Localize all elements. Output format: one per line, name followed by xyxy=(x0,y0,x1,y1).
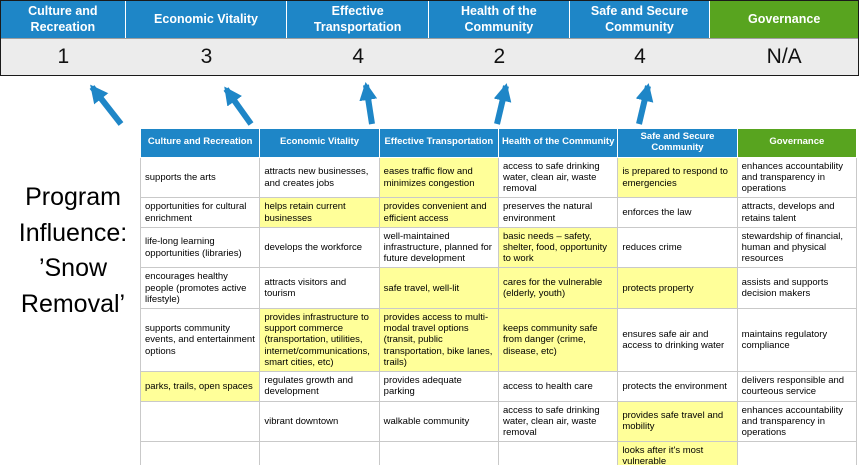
matrix-cell xyxy=(736,441,858,465)
matrix-cell xyxy=(139,441,261,465)
matrix-cell: well-maintained infrastructure, planned … xyxy=(378,226,499,269)
summary-table: Culture and Recreation Economic Vitality E… xyxy=(0,0,859,76)
matrix-cell: attracts visitors and tourism xyxy=(259,267,380,310)
matrix-cell: supports the arts xyxy=(139,156,261,199)
matrix-row-3: life-long learning opportunities (librar… xyxy=(139,226,858,269)
arrow-up-icon xyxy=(359,82,378,125)
matrix-cell: basic needs – safety, shelter, food, opp… xyxy=(497,226,619,269)
summary-header-3: Effective Transportation xyxy=(287,1,429,38)
summary-score-2: 3 xyxy=(125,38,288,75)
matrix-cell: cares for the vulnerable (elderly, youth… xyxy=(497,267,619,310)
matrix-cell: provides adequate parking xyxy=(378,371,499,402)
matrix-cell: attracts new businesses, and creates job… xyxy=(259,156,380,199)
matrix-cell: is prepared to respond to emergencies xyxy=(617,156,738,199)
matrix-row-2: opportunities for cultural enrichment hel… xyxy=(139,197,858,228)
matrix-cell: reduces crime xyxy=(617,226,738,269)
matrix-cell: safe travel, well-lit xyxy=(378,267,499,310)
score-arrows xyxy=(89,82,654,126)
matrix-cell xyxy=(378,441,499,465)
matrix-row-4: encourages healthy people (promotes acti… xyxy=(139,267,858,310)
matrix-header-3: Effective Transportation xyxy=(378,128,499,158)
matrix-header-6: Governance xyxy=(736,128,858,158)
matrix-cell: helps retain current businesses xyxy=(259,197,380,228)
matrix-cell: parks, trails, open spaces xyxy=(139,371,261,402)
matrix-cell: keeps community safe from danger (crime,… xyxy=(497,308,619,373)
summary-header-6: Governance xyxy=(710,1,858,38)
matrix-header-5: Safe and Secure Community xyxy=(617,128,738,158)
matrix-cell: protects the environment xyxy=(617,371,738,402)
matrix-cell: provides access to multi-modal travel op… xyxy=(378,308,499,373)
matrix-cell: stewardship of financial, human and phys… xyxy=(736,226,858,269)
summary-header-4: Health of the Community xyxy=(429,1,570,38)
arrow-up-icon xyxy=(89,84,124,126)
matrix-cell: access to health care xyxy=(497,371,619,402)
matrix-cell: encourages healthy people (promotes acti… xyxy=(139,267,261,310)
matrix-cell: ensures safe air and access to drinking … xyxy=(617,308,738,373)
arrow-up-icon xyxy=(493,83,512,125)
summary-score-6: N/A xyxy=(710,38,858,75)
matrix-cell: assists and supports decision makers xyxy=(736,267,858,310)
matrix-cell: enhances accountability and transparency… xyxy=(736,156,858,199)
summary-score-5: 4 xyxy=(569,38,711,75)
matrix-cell: enforces the law xyxy=(617,197,738,228)
page-title: Program Influence: ’Snow Removal’ xyxy=(18,183,128,318)
matrix-row-1: supports the arts attracts new businesses… xyxy=(139,156,858,199)
matrix-cell: life-long learning opportunities (librar… xyxy=(139,226,261,269)
matrix-cell: supports community events, and entertain… xyxy=(139,308,261,373)
matrix-row-7: vibrant downtown walkable community access… xyxy=(139,400,858,443)
matrix-cell: provides convenient and efficient access xyxy=(378,197,499,228)
matrix-cell: access to safe drinking water, clean air… xyxy=(497,400,619,443)
matrix-cell: develops the workforce xyxy=(259,226,380,269)
summary-header-1: Culture and Recreation xyxy=(1,1,126,38)
arrow-up-icon xyxy=(223,86,254,126)
matrix-cell: provides infrastructure to support comme… xyxy=(259,308,380,373)
matrix-cell: regulates growth and development xyxy=(259,371,380,402)
summary-score-3: 4 xyxy=(287,38,429,75)
summary-score-1: 1 xyxy=(1,38,126,75)
matrix-cell xyxy=(139,400,261,443)
matrix-cell xyxy=(259,441,380,465)
summary-score-4: 2 xyxy=(429,38,570,75)
matrix-header-4: Health of the Community xyxy=(497,128,619,158)
matrix-header-1: Culture and Recreation xyxy=(139,128,261,158)
summary-header-row: Culture and Recreation Economic Vitality E… xyxy=(1,1,858,38)
matrix-cell: vibrant downtown xyxy=(259,400,380,443)
matrix-cell: protects property xyxy=(617,267,738,310)
matrix-row-6: parks, trails, open spaces regulates grow… xyxy=(139,371,858,402)
matrix-cell: delivers responsible and courteous servi… xyxy=(736,371,858,402)
matrix-cell: attracts, develops and retains talent xyxy=(736,197,858,228)
matrix-cell: enhances accountability and transparency… xyxy=(736,400,858,443)
matrix-cell: walkable community xyxy=(378,400,499,443)
matrix-cell: maintains regulatory compliance xyxy=(736,308,858,373)
arrow-up-icon xyxy=(635,83,654,125)
matrix-cell: opportunities for cultural enrichment xyxy=(139,197,261,228)
matrix-cell: provides safe travel and mobility xyxy=(617,400,738,443)
matrix-header-row: Culture and Recreation Economic Vitality E… xyxy=(139,128,858,158)
matrix-cell: eases traffic flow and minimizes congest… xyxy=(378,156,499,199)
influence-matrix: Culture and Recreation Economic Vitality E… xyxy=(139,128,858,465)
matrix-cell: looks after it's most vulnerable xyxy=(617,441,738,465)
matrix-row-5: supports community events, and entertain… xyxy=(139,308,858,373)
summary-score-row: 1 3 4 2 4 N/A xyxy=(1,38,858,75)
matrix-cell: access to safe drinking water, clean air… xyxy=(497,156,619,199)
summary-header-2: Economic Vitality xyxy=(125,1,288,38)
matrix-cell: preserves the natural environment xyxy=(497,197,619,228)
matrix-cell xyxy=(497,441,619,465)
summary-header-5: Safe and Secure Community xyxy=(569,1,711,38)
matrix-header-2: Economic Vitality xyxy=(259,128,380,158)
matrix-row-8: looks after it's most vulnerable xyxy=(139,441,858,465)
